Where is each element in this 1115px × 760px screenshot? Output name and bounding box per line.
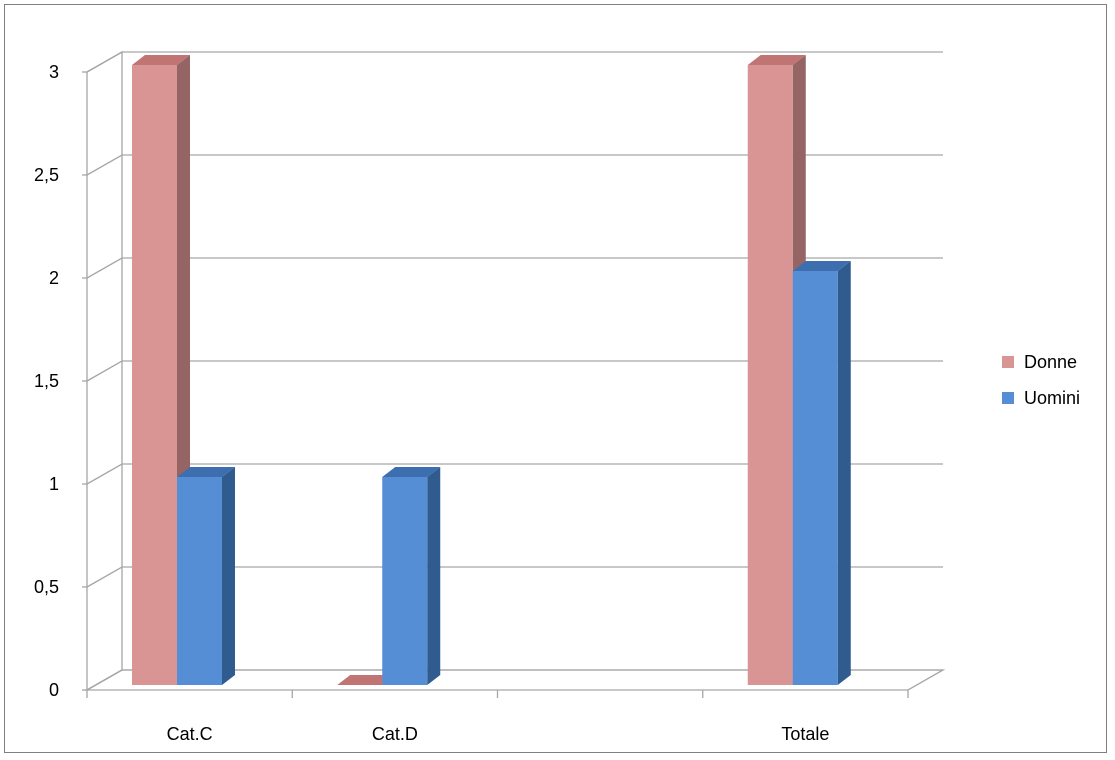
y-tick-label: 1 — [49, 474, 59, 494]
bar-uomini-totale — [792, 261, 851, 685]
legend-swatch — [1002, 356, 1014, 368]
gridline — [86, 360, 943, 382]
bar-uomini-cat-d — [382, 467, 441, 685]
legend-label: Donne — [1024, 352, 1077, 372]
gridlines — [86, 51, 943, 691]
gridline — [86, 51, 943, 73]
legend-label: Uomini — [1024, 388, 1080, 408]
axes: 0 0,5 1 1,5 2 2,5 3 Cat.C Cat.D Totale — [34, 62, 909, 744]
bar-donne-cat-d — [337, 675, 396, 685]
x-tick-label: Cat.C — [167, 724, 213, 744]
gridline — [86, 257, 943, 279]
legend-item-uomini: Uomini — [1002, 388, 1080, 408]
y-tick-label: 3 — [49, 62, 59, 82]
gridline — [86, 669, 943, 691]
x-tick-label: Totale — [781, 724, 829, 744]
y-tick-label: 2 — [49, 268, 59, 288]
y-tick-label: 1,5 — [34, 371, 59, 391]
bars — [132, 55, 851, 685]
legend-swatch — [1002, 392, 1014, 404]
x-tick-label: Cat.D — [372, 724, 418, 744]
legend: Donne Uomini — [1002, 352, 1080, 408]
y-tick-label: 0,5 — [34, 577, 59, 597]
y-tick-label: 0 — [49, 680, 59, 700]
legend-item-donne: Donne — [1002, 352, 1077, 372]
bar-uomini-cat-c — [177, 467, 235, 685]
gridline — [86, 154, 943, 176]
gridline — [86, 566, 943, 588]
y-tick-label: 2,5 — [34, 165, 59, 185]
gridline — [86, 463, 943, 485]
